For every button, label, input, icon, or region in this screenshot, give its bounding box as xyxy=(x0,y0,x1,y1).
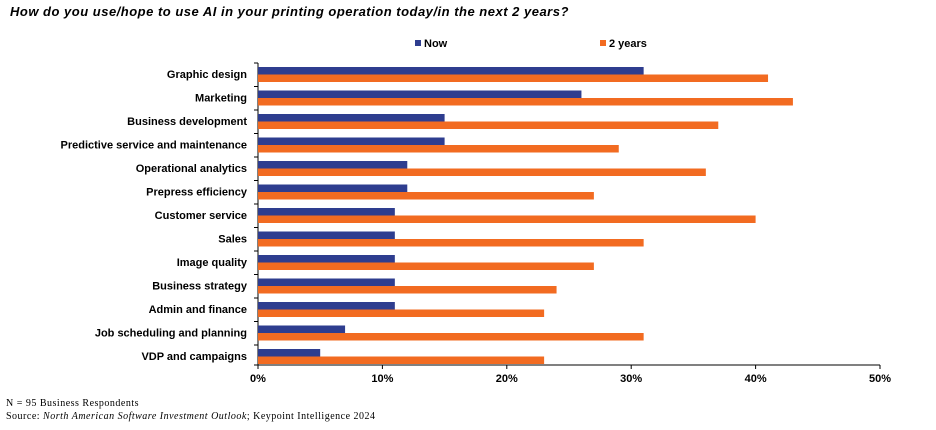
x-tick-label: 20% xyxy=(496,373,518,385)
category-label: Admin and finance xyxy=(149,304,247,316)
category-label: Job scheduling and planning xyxy=(95,328,247,340)
legend-2-years-swatch xyxy=(600,40,606,46)
chart-title: How do you use/hope to use AI in your pr… xyxy=(10,4,569,19)
category-label: VDP and campaigns xyxy=(141,351,247,363)
bar-2-years xyxy=(258,168,706,176)
bar-now xyxy=(258,278,395,286)
x-tick-label: 30% xyxy=(620,373,642,385)
bar-2-years xyxy=(258,262,594,270)
source-note: Source: North American Software Investme… xyxy=(6,411,376,422)
x-tick-label: 40% xyxy=(745,373,767,385)
legend-now-label: Now xyxy=(424,38,448,50)
legend-now-swatch xyxy=(415,40,421,46)
bar-now xyxy=(258,137,445,145)
x-tick-label: 0% xyxy=(250,373,266,385)
category-label: Operational analytics xyxy=(136,163,247,175)
bar-now xyxy=(258,302,395,310)
bar-2-years xyxy=(258,286,557,294)
bar-now xyxy=(258,161,408,169)
bar-2-years xyxy=(258,239,644,247)
category-label: Business development xyxy=(127,116,247,128)
bar-2-years xyxy=(258,121,719,129)
bar-2-years xyxy=(258,356,545,364)
x-tick-label: 50% xyxy=(869,373,891,385)
x-tick-label: 10% xyxy=(371,373,393,385)
source-suffix: ; Keypoint Intelligence 2024 xyxy=(246,411,376,422)
category-label: Sales xyxy=(218,234,247,246)
legend-2-years-label: 2 years xyxy=(609,38,647,50)
bar-now xyxy=(258,325,346,333)
category-label: Image quality xyxy=(177,257,248,269)
bar-2-years xyxy=(258,74,769,82)
bar-now xyxy=(258,184,408,192)
bar-now xyxy=(258,231,395,239)
category-label: Graphic design xyxy=(167,69,247,81)
respondents-note: N = 95 Business Respondents xyxy=(6,398,140,409)
bar-now xyxy=(258,90,582,98)
bar-now xyxy=(258,349,321,357)
bar-2-years xyxy=(258,333,644,341)
category-label: Marketing xyxy=(195,93,247,105)
category-label: Business strategy xyxy=(152,281,248,293)
bar-2-years xyxy=(258,192,594,200)
category-label: Prepress efficiency xyxy=(146,187,248,199)
bar-now xyxy=(258,114,445,122)
source-title: North American Software Investment Outlo… xyxy=(43,411,247,422)
source-prefix: Source: xyxy=(6,411,44,422)
bar-now xyxy=(258,255,395,263)
bar-2-years xyxy=(258,215,756,223)
bar-now xyxy=(258,67,644,75)
bar-2-years xyxy=(258,145,619,153)
category-label: Customer service xyxy=(155,210,247,222)
category-label: Predictive service and maintenance xyxy=(61,140,247,152)
bar-now xyxy=(258,208,395,216)
bar-2-years xyxy=(258,98,793,106)
bar-2-years xyxy=(258,309,545,317)
